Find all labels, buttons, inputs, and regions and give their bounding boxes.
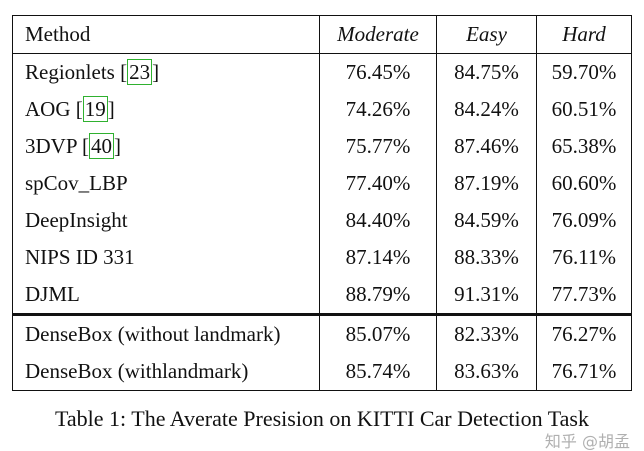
moderate-cell: 84.40% xyxy=(319,202,437,239)
header-hard: Hard xyxy=(536,15,632,54)
moderate-cell: 74.26% xyxy=(319,91,437,128)
easy-cell: 87.19% xyxy=(436,165,537,202)
method-cell: DJML xyxy=(12,276,320,315)
easy-cell: 87.46% xyxy=(436,128,537,165)
hard-cell: 60.51% xyxy=(551,97,617,121)
method-cell: NIPS ID 331 xyxy=(12,239,320,276)
moderate-cell: 88.79% xyxy=(319,276,437,315)
moderate-cell: 76.45% xyxy=(319,53,437,91)
table-row: DenseBox (without landmark) 85.07% 82.33% 7… xyxy=(12,313,632,353)
moderate-cell: 87.14% xyxy=(319,239,437,276)
hard-cell: 59.70% xyxy=(551,60,617,84)
method-name: 3DVP xyxy=(25,134,82,158)
hard-cell: 77.73% xyxy=(551,282,617,306)
results-table: Method Moderate Easy Hard Regionlets [23… xyxy=(12,15,632,391)
hard-cell: 76.27% xyxy=(536,313,632,353)
method-name: DenseBox (withlandmark) xyxy=(25,359,249,383)
easy-cell: 82.33% xyxy=(436,313,537,353)
header-method: Method xyxy=(12,15,320,54)
citation-link[interactable]: 40 xyxy=(88,133,114,159)
hard-cell: 76.11% xyxy=(552,245,616,269)
method-name: DenseBox (without landmark) xyxy=(25,322,281,346)
method-cell: DeepInsight xyxy=(12,202,320,239)
hard-cell: 76.71% xyxy=(551,359,617,383)
citation-link[interactable]: 19 xyxy=(82,96,108,122)
method-cell: 3DVP [40] xyxy=(12,128,320,165)
header-row: Method Moderate Easy Hard xyxy=(12,15,632,54)
moderate-cell: 77.40% xyxy=(319,165,437,202)
hard-cell: 60.60% xyxy=(551,171,617,195)
method-cell: spCov_LBP xyxy=(12,165,320,202)
method-cell: DenseBox (withlandmark) xyxy=(12,353,320,391)
method-name: DeepInsight xyxy=(25,208,128,232)
table-row: AOG [19] 74.26% 84.24% 60.51% xyxy=(12,91,632,128)
hard-cell: 76.09% xyxy=(551,208,617,232)
table-row: DenseBox (withlandmark) 85.74% 83.63% 76.71… xyxy=(12,353,632,391)
method-cell: AOG [19] xyxy=(12,91,320,128)
method-cell: Regionlets [23] xyxy=(12,53,320,91)
method-name: DJML xyxy=(25,282,80,306)
easy-cell: 84.24% xyxy=(436,91,537,128)
easy-cell: 84.59% xyxy=(436,202,537,239)
easy-cell: 84.75% xyxy=(436,53,537,91)
table-row: NIPS ID 331 87.14% 88.33% 76.11% xyxy=(12,239,632,276)
table-caption: Table 1: The Averate Presision on KITTI … xyxy=(55,406,589,431)
header-moderate: Moderate xyxy=(319,15,437,54)
easy-cell: 91.31% xyxy=(436,276,537,315)
easy-cell: 88.33% xyxy=(436,239,537,276)
method-name: AOG xyxy=(25,97,76,121)
moderate-cell: 75.77% xyxy=(319,128,437,165)
method-cell: DenseBox (without landmark) xyxy=(12,313,320,353)
table-row: DeepInsight 84.40% 84.59% 76.09% xyxy=(12,202,632,239)
method-name: Regionlets xyxy=(25,60,121,84)
watermark: 知乎 @胡孟 xyxy=(544,432,630,451)
moderate-cell: 85.74% xyxy=(319,353,437,391)
table-row: 3DVP [40] 75.77% 87.46% 65.38% xyxy=(12,128,632,165)
table-row: Regionlets [23] 76.45% 84.75% 59.70% xyxy=(12,53,632,91)
table-row: spCov_LBP 77.40% 87.19% 60.60% xyxy=(12,165,632,202)
header-easy: Easy xyxy=(436,15,537,54)
method-name: spCov_LBP xyxy=(25,171,128,195)
hard-cell: 65.38% xyxy=(551,134,617,158)
method-name: NIPS ID 331 xyxy=(25,245,135,269)
citation-link[interactable]: 23 xyxy=(127,59,153,85)
easy-cell: 83.63% xyxy=(436,353,537,391)
moderate-cell: 85.07% xyxy=(319,313,437,353)
table-row: DJML 88.79% 91.31% 77.73% xyxy=(12,276,632,315)
